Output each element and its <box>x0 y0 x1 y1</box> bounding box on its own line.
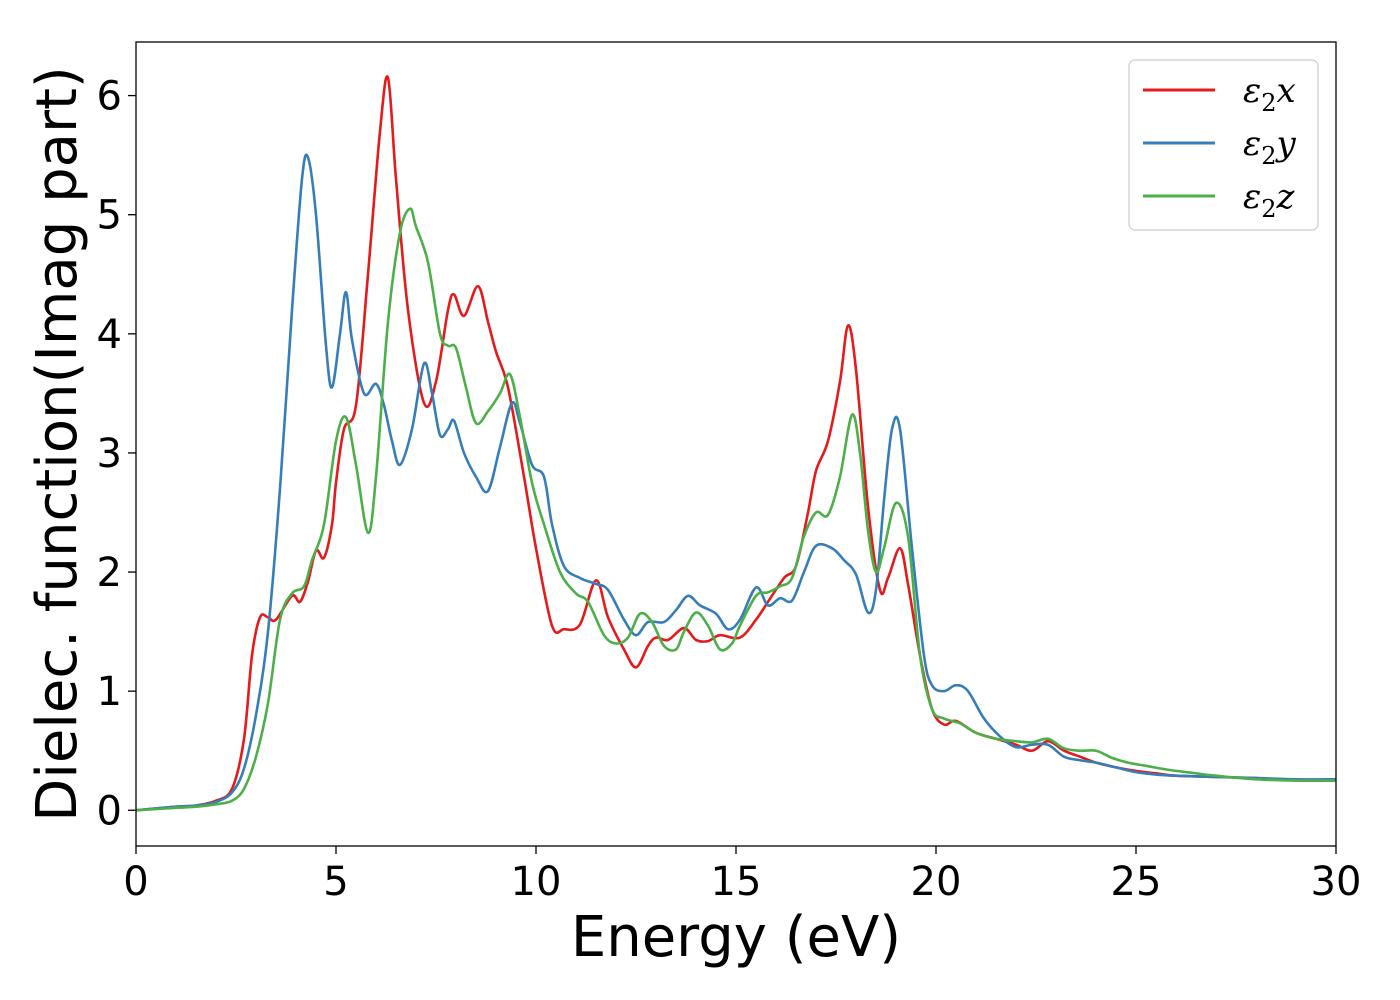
series-line-z <box>136 207 1336 812</box>
y-tick-label: 5 <box>97 193 122 239</box>
legend-label-base: ε <box>1243 71 1261 111</box>
x-tick-label: 20 <box>911 859 962 905</box>
legend-label-subscript: 2 <box>1261 195 1276 223</box>
legend-label-suffix: x <box>1277 71 1296 111</box>
x-tick-label: 30 <box>1311 859 1362 905</box>
x-tick-label: 25 <box>1111 859 1162 905</box>
legend-label-x: ε2x <box>1243 71 1296 117</box>
y-tick-label: 4 <box>97 312 122 358</box>
legend-label-suffix: z <box>1276 177 1296 217</box>
series-line-y <box>136 153 1336 812</box>
x-axis-label: Energy (eV) <box>571 905 901 970</box>
legend-label-suffix: y <box>1275 124 1297 164</box>
legend-label-y: ε2y <box>1243 124 1297 170</box>
legend-box <box>1128 59 1319 231</box>
y-axis: 0 1 2 3 4 5 6 <box>97 74 136 834</box>
y-tick-label: 6 <box>97 74 122 120</box>
x-tick-label: 5 <box>323 859 348 905</box>
x-tick-label: 15 <box>711 859 762 905</box>
y-tick-label: 2 <box>97 550 122 596</box>
x-tick-label: 0 <box>123 859 148 905</box>
series-layer <box>136 75 1336 812</box>
legend-label-subscript: 2 <box>1261 142 1276 170</box>
legend-label-z: ε2z <box>1243 177 1296 223</box>
y-tick-label: 1 <box>97 669 122 715</box>
y-axis-label: Dielec. function(Imag part) <box>25 66 90 822</box>
legend-label-subscript: 2 <box>1261 89 1276 117</box>
x-axis: 0 5 10 15 20 25 30 <box>123 846 1361 905</box>
legend-label-base: ε <box>1243 177 1261 217</box>
x-tick-label: 10 <box>511 859 562 905</box>
y-tick-label: 3 <box>97 431 122 477</box>
y-tick-label: 0 <box>97 788 122 834</box>
legend-label-base: ε <box>1243 124 1261 164</box>
